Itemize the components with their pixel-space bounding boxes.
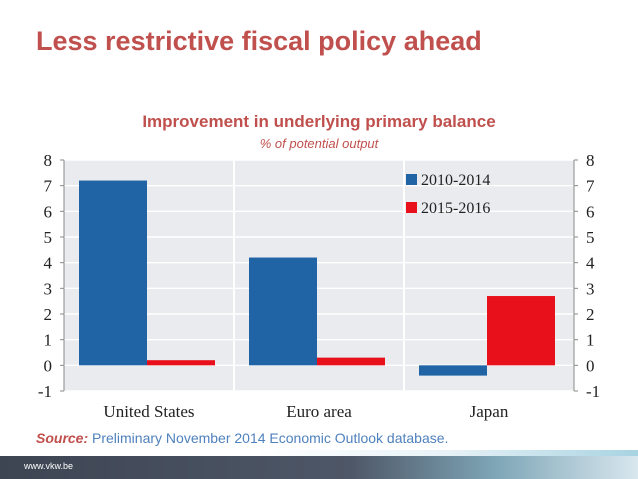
y-tick-label-right: 7 (586, 177, 595, 196)
legend-label: 2015-2016 (421, 200, 490, 217)
y-tick-label-right: 5 (586, 228, 595, 247)
chart-subtitle: % of potential output (259, 136, 379, 151)
category-label: Euro area (286, 402, 352, 421)
chart-title: Improvement in underlying primary balanc… (142, 112, 496, 131)
source-text: Preliminary November 2014 Economic Outlo… (88, 430, 449, 446)
y-tick-label-right: 6 (586, 202, 595, 221)
y-tick-label-right: 1 (586, 331, 595, 350)
y-tick-label-left: 1 (44, 331, 53, 350)
bar (147, 360, 215, 366)
y-tick-label-right: 3 (586, 279, 595, 298)
footer-stripe (0, 450, 638, 456)
bar (487, 296, 555, 366)
y-tick-label-left: 2 (44, 305, 53, 324)
bar (249, 257, 317, 366)
category-label: United States (103, 402, 194, 421)
slide-title: Less restrictive fiscal policy ahead (36, 26, 482, 56)
y-tick-label-left: 3 (44, 279, 53, 298)
y-tick-label-left: 8 (44, 151, 53, 170)
y-tick-label-left: -1 (38, 382, 52, 401)
y-tick-label-right: 8 (586, 151, 595, 170)
bar-chart: -1 -1 0 0 1 1 2 2 3 3 4 4 5 5 6 6 7 7 8 8 United States Euro … (38, 151, 600, 421)
bar (419, 365, 487, 376)
legend-swatch (406, 174, 417, 185)
source-note: Source: Preliminary November 2014 Econom… (36, 430, 448, 446)
y-tick-label-left: 5 (44, 228, 53, 247)
y-tick-label-left: 0 (44, 356, 53, 375)
bar (317, 357, 385, 366)
y-tick-label-right: -1 (586, 382, 600, 401)
y-tick-label-left: 7 (44, 177, 53, 196)
y-tick-label-right: 0 (586, 356, 595, 375)
footer-bar: www.vkw.be (0, 456, 638, 479)
y-tick-label-right: 2 (586, 305, 595, 324)
source-label: Source: (36, 430, 89, 446)
y-tick-label-left: 4 (44, 254, 53, 273)
footer-url: www.vkw.be (24, 461, 74, 471)
category-label: Japan (470, 402, 509, 421)
bar (79, 180, 147, 366)
y-tick-label-left: 6 (44, 202, 53, 221)
legend-label: 2010-2014 (421, 172, 490, 189)
y-tick-label-right: 4 (586, 254, 595, 273)
legend-swatch (406, 202, 417, 213)
